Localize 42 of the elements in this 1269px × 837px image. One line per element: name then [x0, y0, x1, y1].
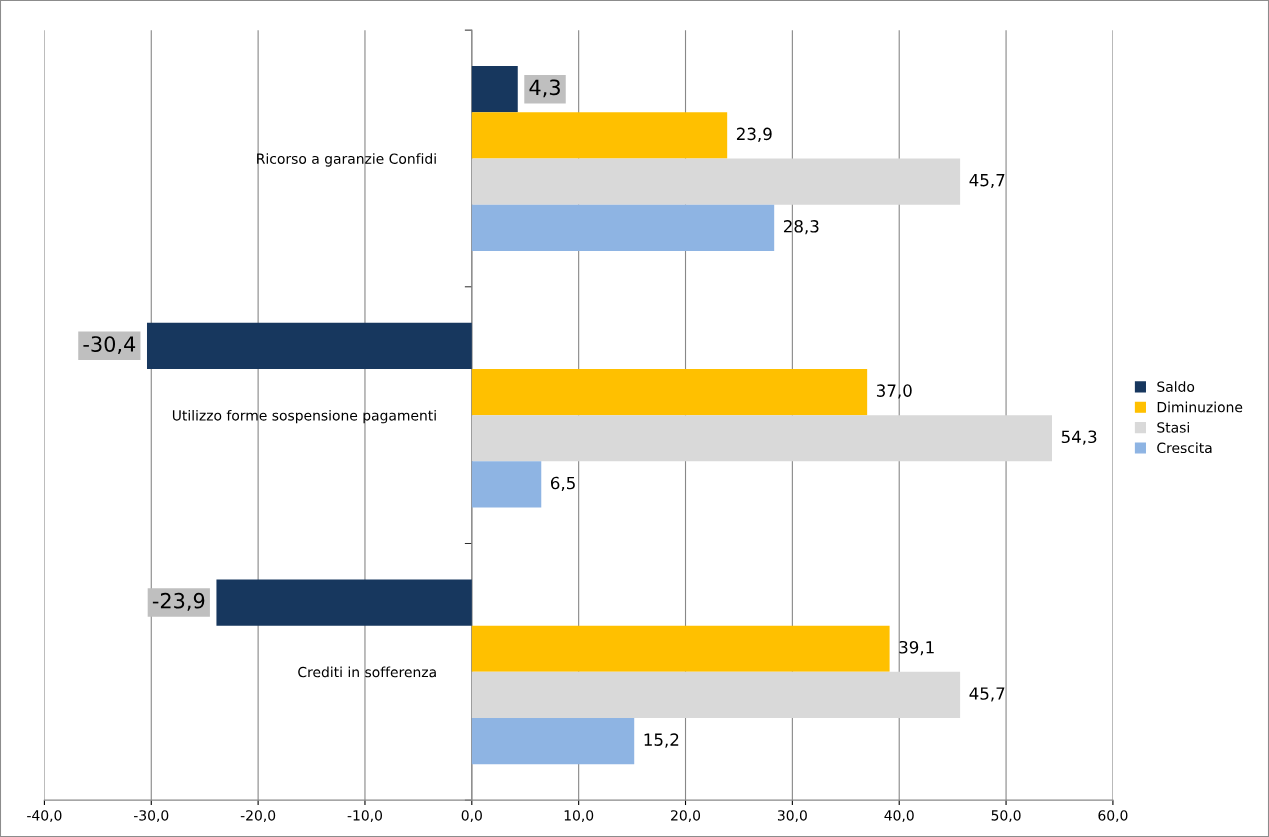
- x-tick-label: 50,0: [991, 810, 1021, 823]
- bar: [216, 579, 472, 626]
- data-label: 15,2: [644, 733, 679, 748]
- data-label: 54,3: [1061, 430, 1097, 445]
- data-label: -23,9: [152, 592, 205, 611]
- x-tick-label: 10,0: [564, 810, 594, 823]
- bar: [471, 415, 1053, 462]
- data-label: 39,1: [899, 640, 934, 656]
- y-tick-label: Crediti in sofferenza: [298, 666, 436, 678]
- x-tick-label: 0,0: [461, 810, 482, 823]
- legend-label: Saldo: [1157, 381, 1195, 392]
- x-tick-label: 40,0: [884, 810, 914, 823]
- legend-label: Diminuzione: [1157, 401, 1243, 413]
- bar: [146, 322, 472, 369]
- legend-label: Crescita: [1157, 442, 1212, 454]
- bar: [471, 671, 961, 719]
- x-tick-label: 60,0: [1098, 810, 1128, 823]
- x-tick-label: -40,0: [27, 810, 62, 823]
- x-tick-label: -20,0: [240, 810, 276, 823]
- data-label: 37,0: [876, 384, 912, 399]
- data-label: -30,4: [83, 336, 136, 355]
- x-tick-label: 30,0: [777, 810, 807, 823]
- bar: [471, 625, 890, 672]
- data-label: 45,7: [969, 687, 1005, 702]
- bar: [471, 718, 635, 765]
- legend-label: Stasi: [1157, 421, 1189, 433]
- data-label: 6,5: [550, 476, 575, 491]
- x-tick-label: -30,0: [133, 810, 169, 823]
- data-label: 45,7: [969, 174, 1005, 189]
- bar: [471, 112, 728, 159]
- data-label: 4,3: [529, 79, 560, 98]
- data-label: 28,3: [783, 220, 819, 235]
- data-label: 23,9: [736, 127, 772, 142]
- y-tick-label: Ricorso a garanzie Confidi: [257, 153, 436, 167]
- bar: [471, 368, 868, 416]
- bar: [471, 204, 775, 251]
- y-tick-label: Utilizzo forme sospensione pagamenti: [172, 409, 436, 424]
- bar: [471, 158, 961, 205]
- x-tick-label: 20,0: [671, 810, 701, 823]
- bar: [471, 66, 518, 113]
- bar: [471, 461, 542, 508]
- x-tick-label: -10,0: [347, 810, 383, 823]
